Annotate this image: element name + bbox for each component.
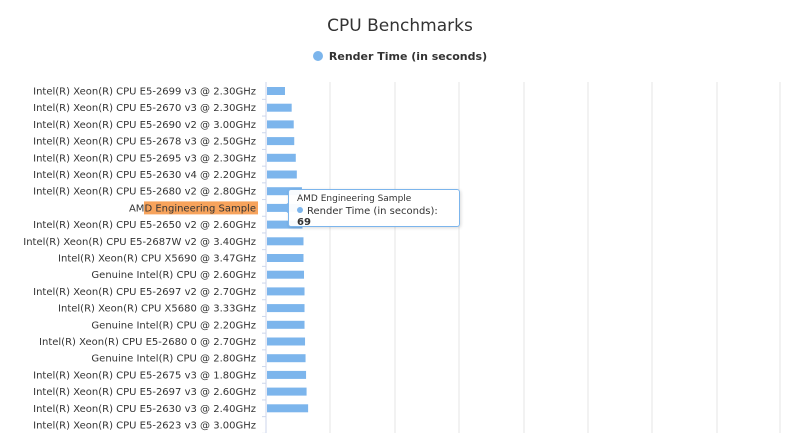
bar[interactable]	[267, 87, 285, 95]
bar[interactable]	[267, 304, 305, 313]
bar[interactable]	[267, 287, 305, 296]
bar[interactable]	[267, 404, 309, 413]
bar[interactable]	[267, 337, 306, 346]
y-tick-label[interactable]: Intel(R) Xeon(R) CPU E5-2678 v3 @ 2.50GH…	[33, 137, 256, 148]
y-tick-label[interactable]: Intel(R) Xeon(R) CPU E5-2680 0 @ 2.70GHz	[39, 337, 256, 348]
y-tick-label[interactable]: Intel(R) Xeon(R) CPU E5-2630 v3 @ 2.40GH…	[33, 404, 256, 415]
bar[interactable]	[267, 320, 305, 329]
y-tick-label[interactable]: Intel(R) Xeon(R) CPU E5-2697 v3 @ 2.60GH…	[33, 387, 256, 398]
y-tick-label[interactable]: Intel(R) Xeon(R) CPU E5-2680 v2 @ 2.80GH…	[33, 187, 256, 198]
tooltip-category: AMD Engineering Sample	[297, 194, 412, 204]
tooltip: AMD Engineering Sample Render Time (in s…	[282, 189, 460, 228]
tooltip-marker-icon	[297, 207, 303, 213]
y-tick-label[interactable]: Genuine Intel(R) CPU @ 2.80GHz	[91, 354, 256, 365]
bar[interactable]	[267, 370, 307, 379]
y-tick-label[interactable]: Intel(R) Xeon(R) CPU E5-2650 v2 @ 2.60GH…	[33, 220, 256, 231]
y-tick-label[interactable]: Intel(R) Xeon(R) CPU E5-2687W v2 @ 3.40G…	[23, 237, 256, 248]
y-tick-label[interactable]: Intel(R) Xeon(R) CPU E5-2675 v3 @ 1.80GH…	[33, 370, 256, 381]
legend-label: Render Time (in seconds)	[328, 50, 488, 63]
bar[interactable]	[267, 220, 303, 229]
y-tick-label[interactable]: Intel(R) Xeon(R) CPU E5-2695 v3 @ 2.30GH…	[33, 153, 256, 164]
bar[interactable]	[267, 103, 292, 112]
bar[interactable]	[267, 187, 302, 196]
bar[interactable]	[267, 387, 307, 396]
bar[interactable]	[267, 254, 304, 262]
y-tick-label[interactable]: AMD Engineering Sample	[129, 203, 256, 214]
tooltip-series: Render Time (in seconds)	[307, 206, 435, 217]
y-tick-label[interactable]: Intel(R) Xeon(R) CPU E5-2697 v2 @ 2.70GH…	[33, 287, 256, 298]
chart-legend[interactable]: Render Time (in seconds)	[0, 50, 800, 63]
y-tick-label[interactable]: Intel(R) Xeon(R) CPU E5-2699 v3 @ 2.30GH…	[33, 87, 256, 98]
y-tick-label[interactable]: Intel(R) Xeon(R) CPU E5-2623 v3 @ 3.00GH…	[33, 421, 256, 432]
bar[interactable]	[267, 354, 306, 363]
y-tick-label[interactable]: Intel(R) Xeon(R) CPU E5-2630 v4 @ 2.20GH…	[33, 170, 256, 181]
y-tick-label[interactable]: Intel(R) Xeon(R) CPU X5690 @ 3.47GHz	[58, 254, 256, 265]
y-tick-label[interactable]: Intel(R) Xeon(R) CPU E5-2670 v3 @ 2.30GH…	[33, 103, 256, 114]
y-tick-label[interactable]: Intel(R) Xeon(R) CPU E5-2690 v2 @ 3.00GH…	[33, 120, 256, 131]
bar[interactable]	[267, 170, 297, 179]
highlight-label-bg	[144, 201, 258, 215]
chart-title: CPU Benchmarks	[327, 16, 473, 36]
y-tick-label[interactable]: Genuine Intel(R) CPU @ 2.20GHz	[91, 320, 256, 331]
bar[interactable]	[267, 237, 304, 246]
y-tick-label[interactable]: Genuine Intel(R) CPU @ 2.60GHz	[91, 270, 256, 281]
bar[interactable]	[267, 270, 305, 279]
bar[interactable]	[267, 153, 296, 162]
bar[interactable]	[267, 137, 295, 146]
tooltip-value: 69	[297, 217, 311, 228]
bar[interactable]	[267, 120, 294, 129]
legend-marker-icon	[312, 51, 323, 61]
y-tick-label[interactable]: Intel(R) Xeon(R) CPU X5680 @ 3.33GHz	[58, 304, 256, 315]
